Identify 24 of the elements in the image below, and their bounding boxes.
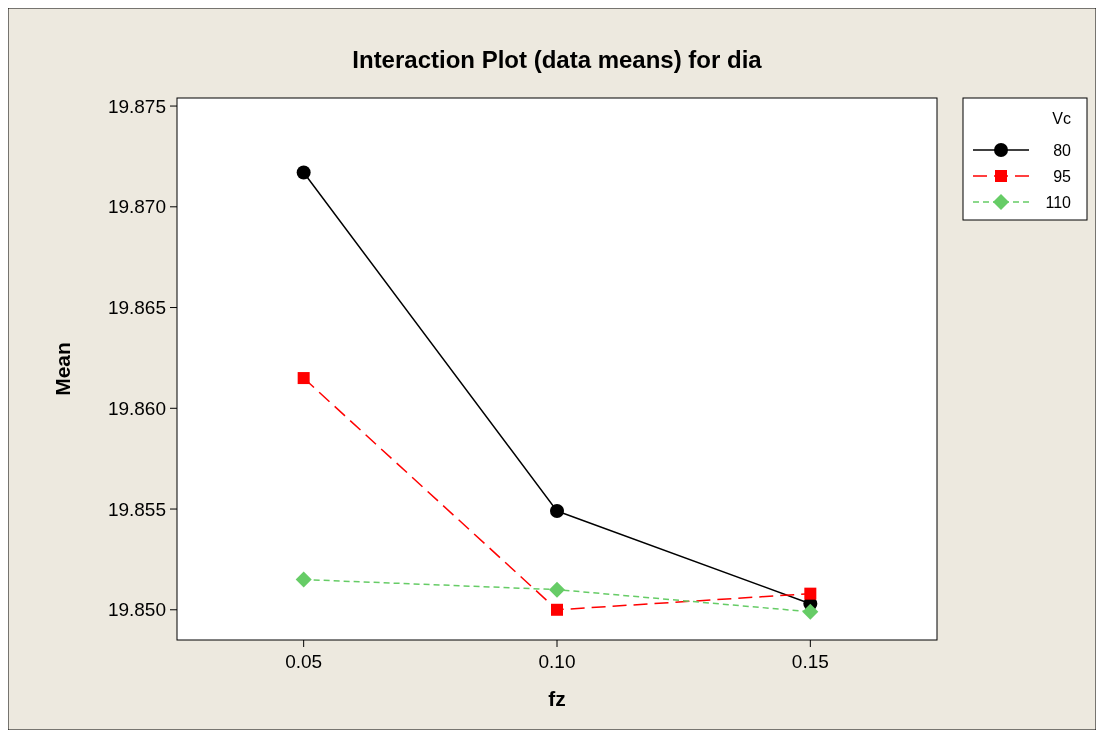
y-tick-label: 19.875: [107, 95, 166, 117]
x-axis-title: fz: [548, 687, 566, 710]
y-tick-label: 19.865: [107, 297, 166, 319]
legend-label: 80: [1053, 141, 1072, 159]
point: [804, 587, 817, 600]
chart-title: Interaction Plot (data means) for dia: [352, 46, 763, 73]
point: [802, 603, 819, 620]
legend-title: Vc: [1052, 110, 1071, 127]
y-tick-label: 19.850: [107, 599, 166, 621]
point: [549, 581, 565, 598]
point: [297, 372, 310, 385]
point: [550, 504, 564, 519]
point: [295, 571, 312, 588]
y-axis-title: Mean: [51, 342, 74, 396]
point: [296, 165, 311, 180]
legend-label: 110: [1045, 193, 1072, 211]
y-tick-label: 19.870: [107, 196, 166, 218]
y-tick-label: 19.860: [107, 397, 166, 419]
x-tick-label: 0.05: [285, 651, 323, 672]
point: [551, 603, 563, 616]
x-tick-label: 0.10: [538, 651, 576, 672]
legend-label: 95: [1053, 167, 1072, 185]
x-tick-label: 0.15: [791, 651, 829, 672]
y-tick-label: 19.855: [107, 498, 166, 520]
